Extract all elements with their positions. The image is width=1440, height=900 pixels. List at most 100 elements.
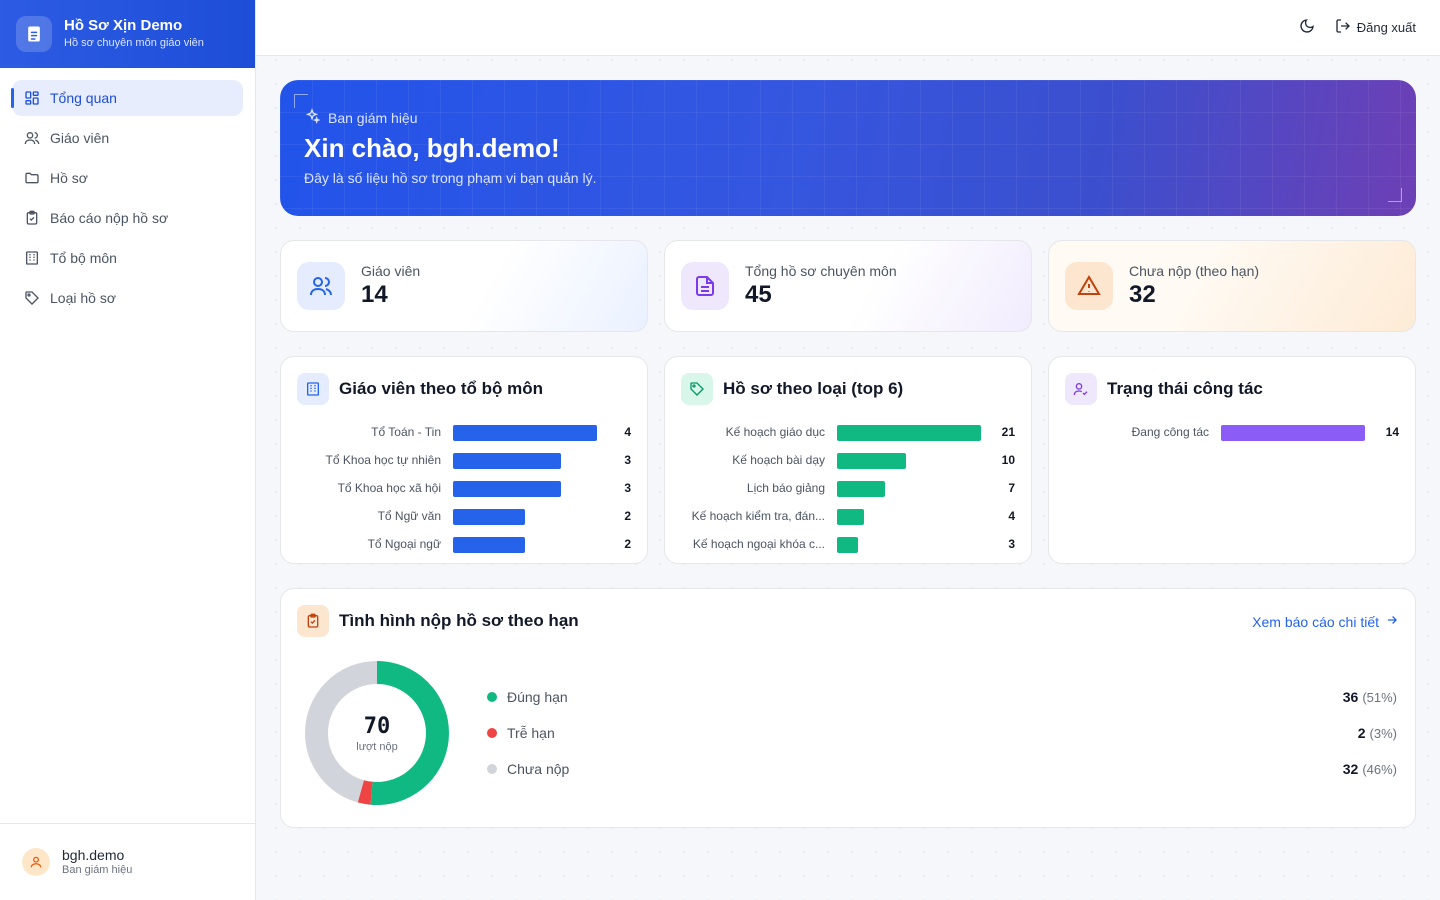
document-icon (681, 262, 729, 310)
bar-value-label: 3 (1008, 537, 1015, 551)
greeting-description: Đây là số liệu hồ sơ trong phạm vi bạn q… (304, 170, 597, 186)
donut-center: 70 lượt nộp (305, 661, 449, 805)
bar-row: Đang công tác 14 (1049, 419, 1415, 447)
logout-button[interactable]: Đăng xuất (1335, 18, 1416, 37)
sidebar-item-label: Tổ bộ môn (50, 250, 117, 266)
users-icon (297, 262, 345, 310)
banner-role-label: Ban giám hiệu (328, 109, 418, 126)
clipboard-icon (24, 210, 40, 226)
detail-link-label: Xem báo cáo chi tiết (1252, 613, 1379, 630)
building-icon (297, 373, 329, 405)
sidebar-item-teachers[interactable]: Giáo viên (12, 120, 243, 156)
bar-row: Tổ Ngữ văn 2 (281, 503, 647, 531)
stat-value: 45 (745, 281, 772, 308)
legend-dot (487, 692, 497, 702)
bar-value-label: 14 (1385, 425, 1399, 439)
user-check-icon (1065, 373, 1097, 405)
legend-row-not-submitted: Chưa nộp 32 (46%) (487, 757, 1397, 781)
bar-value-label: 3 (624, 453, 631, 467)
legend-dot (487, 764, 497, 774)
user-avatar-icon (22, 848, 50, 876)
sparkles-icon (304, 108, 321, 127)
sidebar-item-overview[interactable]: Tổng quan (11, 80, 243, 116)
building-icon (24, 250, 40, 266)
sidebar-item-label: Hồ sơ (50, 170, 88, 186)
bar[interactable] (837, 453, 906, 469)
chart-title: Trạng thái công tác (1107, 379, 1263, 398)
bar-row: Kế hoạch giáo dục 21 (665, 419, 1031, 447)
stat-label: Tổng hồ sơ chuyên môn (745, 263, 897, 279)
arrow-right-icon (1385, 613, 1399, 630)
bar-row: Tổ Khoa học xã hội 3 (281, 475, 647, 503)
bar-value-label: 4 (624, 425, 631, 439)
legend-label: Trễ hạn (507, 725, 555, 741)
bar-row: Tổ Ngoại ngữ 2 (281, 531, 647, 559)
folder-icon (24, 170, 40, 186)
sidebar-item-departments[interactable]: Tổ bộ môn (12, 240, 243, 276)
bar-chart: Kế hoạch giáo dục 21 Kế hoạch bài dạy 10 Lịc… (665, 419, 1031, 559)
clipboard-check-icon (297, 605, 329, 637)
bar-label: Tổ Ngoại ngữ (367, 537, 441, 551)
stat-card-not-submitted[interactable]: Chưa nộp (theo hạn) 32 (1048, 240, 1416, 332)
stat-label: Chưa nộp (theo hạn) (1129, 263, 1260, 279)
bar-value-label: 4 (1008, 509, 1015, 523)
tags-icon (681, 373, 713, 405)
bar[interactable] (453, 537, 525, 553)
chart-card-records-by-type: Hồ sơ theo loại (top 6) Kế hoạch giáo dụ… (664, 356, 1032, 564)
view-detailed-report-link[interactable]: Xem báo cáo chi tiết (1252, 613, 1399, 630)
donut-slice-2[interactable] (305, 661, 449, 805)
user-profile[interactable]: bgh.demo Ban giám hiệu (0, 823, 255, 900)
legend-percent: (51%) (1362, 689, 1397, 705)
stat-value: 14 (361, 281, 388, 308)
bar-label: Tổ Khoa học tự nhiên (325, 453, 441, 467)
legend-percent: (46%) (1362, 761, 1397, 777)
bar[interactable] (453, 453, 561, 469)
sidebar-item-records[interactable]: Hồ sơ (12, 160, 243, 196)
moon-icon (1299, 18, 1315, 37)
bar-label: Tổ Ngữ văn (377, 509, 441, 523)
bar-chart: Đang công tác 14 (1049, 419, 1415, 447)
bar[interactable] (453, 481, 561, 497)
chart-card-teachers-by-department: Giáo viên theo tổ bộ môn Tổ Toán - Tin 4 T… (280, 356, 648, 564)
sidebar-nav: Tổng quan Giáo viên Hồ sơ Báo cáo nộp hồ… (0, 68, 255, 332)
users-icon (24, 130, 40, 146)
bar-label: Kế hoạch bài dạy (732, 453, 825, 467)
document-logo-icon (16, 16, 52, 52)
chart-card-work-status: Trạng thái công tác Đang công tác 14 (1048, 356, 1416, 564)
bar-value-label: 2 (624, 537, 631, 551)
bar[interactable] (837, 481, 885, 497)
bar-label: Tổ Khoa học xã hội (337, 481, 441, 495)
brand-title: Hồ Sơ Xịn Demo (64, 17, 183, 34)
banner-role: Ban giám hiệu (304, 108, 1392, 127)
bar-label: Kế hoạch kiểm tra, đán... (691, 509, 825, 523)
sidebar: Hồ Sơ Xịn Demo Hồ sơ chuyên môn giáo viê… (0, 0, 256, 900)
bar[interactable] (453, 425, 597, 441)
donut-chart (305, 661, 449, 805)
banner-grid-pattern (280, 80, 1416, 216)
bar[interactable] (837, 425, 981, 441)
donut-total: 70 (363, 713, 391, 739)
logout-icon (1335, 18, 1351, 37)
donut-label: lượt nộp (356, 740, 398, 753)
sidebar-item-record-types[interactable]: Loại hồ sơ (12, 280, 243, 316)
bar[interactable] (453, 509, 525, 525)
brand-header[interactable]: Hồ Sơ Xịn Demo Hồ sơ chuyên môn giáo viê… (0, 0, 255, 68)
chart-title: Hồ sơ theo loại (top 6) (723, 379, 904, 398)
logout-label: Đăng xuất (1356, 20, 1416, 35)
bar[interactable] (837, 537, 858, 553)
bar-row: Kế hoạch ngoại khóa c... 3 (665, 531, 1031, 559)
stat-label: Giáo viên (361, 263, 421, 279)
user-name: bgh.demo (62, 846, 125, 863)
user-role: Ban giám hiệu (62, 863, 133, 876)
legend-dot (487, 728, 497, 738)
submission-status-card: Tình hình nộp hồ sơ theo hạn Xem báo cáo… (280, 588, 1416, 828)
theme-toggle-button[interactable] (1299, 18, 1315, 37)
bar[interactable] (1221, 425, 1365, 441)
stat-card-teachers[interactable]: Giáo viên 14 (280, 240, 648, 332)
welcome-banner: Ban giám hiệu Xin chào, bgh.demo! Đây là… (280, 80, 1416, 216)
bar-row: Kế hoạch bài dạy 10 (665, 447, 1031, 475)
stat-card-records[interactable]: Tổng hồ sơ chuyên môn 45 (664, 240, 1032, 332)
bar-row: Lịch báo giảng 7 (665, 475, 1031, 503)
bar[interactable] (837, 509, 864, 525)
sidebar-item-submission-report[interactable]: Báo cáo nộp hồ sơ (12, 200, 243, 236)
